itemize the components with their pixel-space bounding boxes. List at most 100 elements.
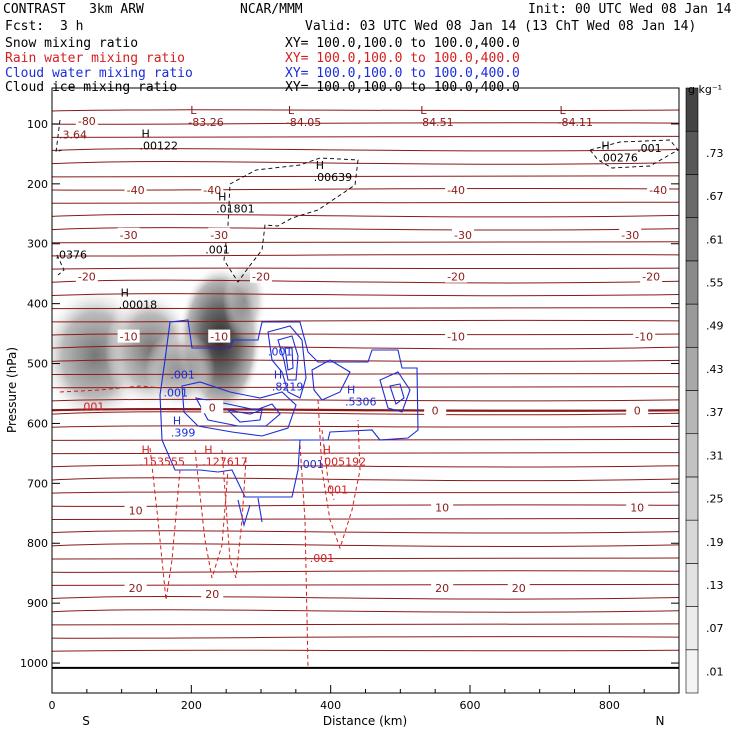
- temp-label-bg: [626, 500, 649, 514]
- field-xy-cloud-water: XY= 100.0,100.0 to 100.0,400.0: [285, 66, 520, 81]
- forecast-label: Fcst:: [5, 19, 45, 34]
- temp-label-bg: [424, 403, 447, 417]
- extremum-marker: H: [204, 443, 212, 456]
- colorbar-swatch: [685, 606, 699, 651]
- colorbar-level-label: .01: [706, 665, 724, 678]
- temperature-contour: [52, 213, 679, 218]
- y-tick-label: 300: [27, 238, 48, 251]
- field-name-snow: Snow mixing ratio: [5, 36, 139, 51]
- temperature-label: -20: [78, 271, 96, 284]
- temperature-contour: [52, 201, 679, 204]
- extremum-marker: L: [288, 104, 295, 117]
- contour-value-label: .001: [205, 244, 230, 257]
- temperature-contour: [52, 557, 679, 560]
- extremum-value: .8219: [272, 381, 304, 394]
- temperature-label: -20: [252, 271, 270, 284]
- colorbar-swatch: [685, 303, 699, 348]
- colorbar-swatch: [685, 649, 699, 694]
- temperature-contour: [52, 609, 679, 613]
- colorbar: .01 .07 .13 .19 .25 .31 .37 .43 .49 .55 .61 .67 .73: [685, 87, 724, 694]
- temperature-contour: [52, 583, 679, 586]
- temp-label-bg: [626, 403, 649, 417]
- temperature-contour: [52, 451, 679, 455]
- temp-label-bg: [117, 227, 140, 241]
- temperature-contour: [52, 267, 679, 270]
- temperature-contour: [52, 438, 679, 441]
- temperature-contour: [52, 477, 679, 482]
- temperature-contour: [52, 649, 679, 652]
- x-axis-title: Distance (km): [323, 714, 407, 728]
- temperature-contour: [52, 345, 679, 350]
- temperature-label: 0: [432, 404, 439, 417]
- temperature-contour: [52, 491, 679, 494]
- temp-label-bg: [124, 182, 147, 196]
- center-label: NCAR/MMM: [240, 2, 303, 17]
- field-name-rain: Rain water mixing ratio: [5, 51, 186, 66]
- contour-value-label: .001: [299, 458, 324, 471]
- temp-label-bg: [647, 182, 670, 196]
- extremum-marker: H: [323, 443, 331, 456]
- temp-label-bg: [445, 269, 468, 283]
- temperature-contour: [52, 227, 679, 231]
- temp-label-bg: [208, 227, 231, 241]
- colorbar-swatch: [685, 476, 699, 521]
- temperature-label: -10: [210, 331, 228, 344]
- y-tick-label: 500: [27, 358, 48, 371]
- colorbar-level-label: .37: [706, 406, 724, 419]
- extremum-value: .5306: [345, 395, 377, 408]
- colorbar-level-label: .73: [706, 147, 724, 160]
- temperature-contour: [52, 319, 679, 323]
- temperature-label: -10: [635, 331, 653, 344]
- temperature-label: -40: [447, 184, 465, 197]
- temperature-label: -30: [210, 229, 228, 242]
- temp-label-bg: [452, 227, 475, 241]
- temperature-contour: [52, 122, 679, 125]
- temperature-label: -20: [447, 271, 465, 284]
- temp-label-bg: [250, 269, 272, 283]
- y-tick-label: 700: [27, 477, 48, 490]
- temp-label-bg: [124, 581, 147, 595]
- temperature-contour: [52, 253, 679, 257]
- extremum-value: .00018: [119, 298, 158, 311]
- y-tick-label: 200: [27, 178, 48, 191]
- field-name-cloud-water: Cloud water mixing ratio: [5, 66, 193, 81]
- colorbar-unit: g kg⁻¹: [688, 83, 722, 96]
- model-title: CONTRAST 3km ARW: [3, 2, 144, 17]
- colorbar-swatch: [685, 174, 699, 218]
- x-axis: 0 200 400 600 800: [49, 685, 645, 712]
- extremum-marker: H: [142, 128, 150, 141]
- temperature-contour: [52, 161, 679, 165]
- extremum-value: .127617: [202, 455, 248, 468]
- x-tick-label: 400: [320, 699, 341, 712]
- y-tick-label: 1000: [20, 657, 48, 670]
- temp-label-bg: [75, 113, 98, 127]
- extremum-marker: H: [601, 140, 609, 153]
- temperature-label: -40: [649, 184, 667, 197]
- extremum-value: .005192: [321, 455, 367, 468]
- colorbar-swatch: [685, 217, 699, 262]
- x-axis-left-end: S: [82, 714, 90, 728]
- colorbar-swatch: [685, 87, 699, 132]
- x-tick-label: 0: [49, 699, 56, 712]
- extremum-value: -84.51: [418, 116, 453, 129]
- temp-label-bg: [431, 581, 454, 595]
- extremum-marker: H: [173, 415, 181, 428]
- colorbar-swatch: [685, 130, 699, 175]
- temperature-label: -40: [203, 184, 221, 197]
- forecast-hour: 3 h: [60, 19, 84, 34]
- temperature-contour: [52, 464, 679, 468]
- freezing-level-contour: [52, 407, 679, 412]
- temperature-contour: [52, 359, 679, 362]
- colorbar-swatch: [685, 260, 699, 305]
- temp-label-bg: [431, 500, 454, 514]
- init-time: Init: 00 UTC Wed 08 Jan 14: [528, 2, 732, 17]
- temp-label-bg: [201, 400, 224, 414]
- temperature-label: -30: [621, 229, 639, 242]
- temp-label-bg: [507, 581, 530, 595]
- temperature-contour: [52, 135, 679, 138]
- temp-label-bg: [201, 587, 224, 601]
- y-tick-label: 400: [27, 298, 48, 311]
- colorbar-level-label: .55: [706, 276, 724, 289]
- extremum-marker: L: [420, 104, 427, 117]
- y-tick-label: 100: [27, 118, 48, 131]
